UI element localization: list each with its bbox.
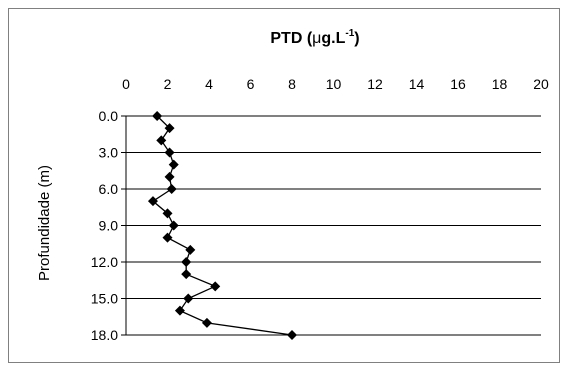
x-tick-label-10: 20 <box>533 76 549 92</box>
x-tick-label-6: 12 <box>367 76 383 92</box>
data-point-0-10 <box>162 232 173 243</box>
y-tick-label-5: 15.0 <box>91 291 118 307</box>
data-point-0-2 <box>156 135 167 146</box>
chart: PTD (μg.L-1) Profundidade (m) 0.0 3.0 6.0 9… <box>36 28 549 343</box>
data-point-0-7 <box>147 196 158 207</box>
data-point-0-5 <box>164 171 175 182</box>
data-point-0-18 <box>287 330 297 340</box>
series-layer <box>147 111 297 340</box>
y-tick-label-0: 0.0 <box>99 108 119 124</box>
data-point-0-11 <box>185 244 196 255</box>
data-point-0-8 <box>162 208 173 219</box>
data-point-0-16 <box>174 305 185 316</box>
x-tick-label-4: 8 <box>288 76 296 92</box>
data-point-0-9 <box>168 220 179 231</box>
chart-frame: PTD (μg.L-1) Profundidade (m) 0.0 3.0 6.0 9… <box>8 8 560 363</box>
x-tick-label-9: 18 <box>492 76 508 92</box>
data-point-0-13 <box>181 269 192 280</box>
x-tick-label-0: 0 <box>122 76 130 92</box>
data-point-0-1 <box>164 123 175 134</box>
x-tick-label-3: 6 <box>247 76 255 92</box>
tick-layer: 0.0 3.0 6.0 9.0 12.0 15.0 18.0 0 2 4 6 8 10 12 14 16 18 2… <box>91 76 549 343</box>
data-point-0-3 <box>164 147 175 158</box>
y-tick-label-2: 6.0 <box>99 181 119 197</box>
x-tick-label-8: 16 <box>450 76 466 92</box>
x-tick-label-7: 14 <box>409 76 425 92</box>
data-point-0-0 <box>152 111 163 121</box>
data-point-0-15 <box>183 293 194 304</box>
data-point-0-12 <box>181 257 192 267</box>
y-tick-label-3: 9.0 <box>99 218 119 234</box>
data-point-0-4 <box>168 159 179 170</box>
y-tick-label-4: 12.0 <box>91 254 118 270</box>
y-tick-label-6: 18.0 <box>91 327 118 343</box>
data-point-0-14 <box>210 281 221 292</box>
y-axis-label: Profundidade (m) <box>36 165 53 281</box>
x-tick-label-5: 10 <box>326 76 342 92</box>
x-tick-label-1: 2 <box>164 76 172 92</box>
x-tick-label-2: 4 <box>205 76 213 92</box>
data-point-0-6 <box>166 184 177 194</box>
grid-layer <box>126 115 541 336</box>
data-point-0-17 <box>201 317 212 328</box>
y-tick-label-1: 3.0 <box>99 145 119 161</box>
chart-title: PTD (μg.L-1) <box>270 28 359 47</box>
